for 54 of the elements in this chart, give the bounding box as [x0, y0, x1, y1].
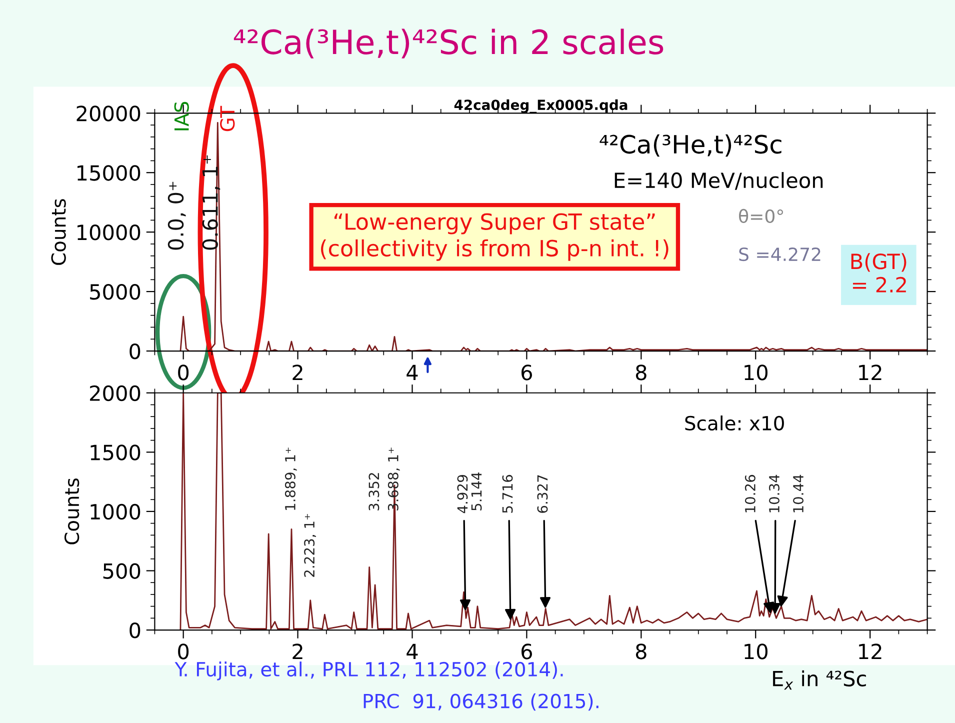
chart-subtitle: 42ca0deg_Ex0005.qda [454, 99, 628, 114]
y-tick-label: 2000 [90, 385, 140, 402]
line-series [180, 392, 928, 630]
x-tick-label: 4 [406, 644, 418, 660]
annotation: B(GT) = 2.2 [851, 253, 906, 292]
annotation: 3.688, 1⁺ [388, 448, 400, 510]
text: PRC 91, 064316 (2015). [364, 693, 598, 711]
annotation: 0.611, 1⁺ [202, 155, 220, 250]
annotation: “Low-energy Super GT state” (collectivity is from IS p-n int. !) [321, 213, 668, 261]
annotation: 5.716 [502, 474, 513, 513]
x-tick-label: 12 [859, 364, 882, 380]
annotation: 10.44 [793, 474, 804, 512]
x-tick-label: 8 [636, 364, 646, 380]
x-tick-label: 4 [406, 364, 418, 380]
annotation: 6.327 [537, 475, 548, 513]
annotation: ⁴²Ca(³He,t)⁴²Sc [600, 134, 782, 157]
annotation: 10.34 [768, 474, 780, 512]
annotation: 1.889, 1⁺ [284, 448, 297, 510]
x-tick-label: 0 [178, 364, 189, 380]
x-tick-label: 6 [522, 644, 532, 660]
x-tick-label: 8 [636, 644, 646, 660]
y-tick-label: 10000 [78, 224, 140, 240]
annotation: θ=0° [739, 208, 783, 224]
annotation: GT [220, 106, 235, 132]
y-tick-label: 0 [130, 343, 140, 360]
annotation: E=140 MeV/nucleon [614, 172, 823, 190]
annotation: IAS [174, 102, 189, 130]
x-tick-label: 12 [859, 644, 882, 660]
y-tick-label: 5000 [90, 284, 140, 300]
annotation: 5.144 [471, 472, 482, 510]
annotation: 0.0, 0⁺ [168, 182, 186, 250]
x-tick-label: 10 [744, 644, 768, 660]
x-axis-title: E$_{x}$ in ⁴²Sc [773, 670, 866, 690]
annotation: 4.929 [457, 475, 468, 514]
y-tick-label: 500 [103, 563, 140, 579]
y-tick-label: 20000 [76, 106, 140, 122]
x-tick-label: 2 [292, 644, 302, 660]
y-axis-title: Counts [51, 199, 66, 265]
text: Y. Fujita, et al., PRL 112, 112502 (2014). [174, 662, 563, 680]
annotation: 2.223, 1⁺ [304, 514, 316, 577]
chart-title: ⁴²Ca(³He,t)⁴²Sc in 2 scales [234, 28, 664, 58]
annotation: S =4.272 [739, 247, 820, 262]
annotation: 10.26 [744, 474, 756, 512]
x-tick-label: 2 [292, 364, 302, 380]
y-tick-label: 0 [130, 622, 140, 638]
y-tick-label: 1000 [90, 504, 140, 520]
annotation: Scale: x10 [685, 415, 784, 431]
x-tick-label: 10 [744, 364, 768, 380]
x-tick-label: 0 [178, 644, 189, 660]
y-axis-title: Counts [64, 478, 80, 544]
y-tick-label: 1500 [90, 444, 140, 460]
annotation: 3.352 [368, 473, 380, 510]
y-tick-label: 15000 [78, 165, 140, 181]
x-tick-label: 6 [522, 364, 532, 380]
